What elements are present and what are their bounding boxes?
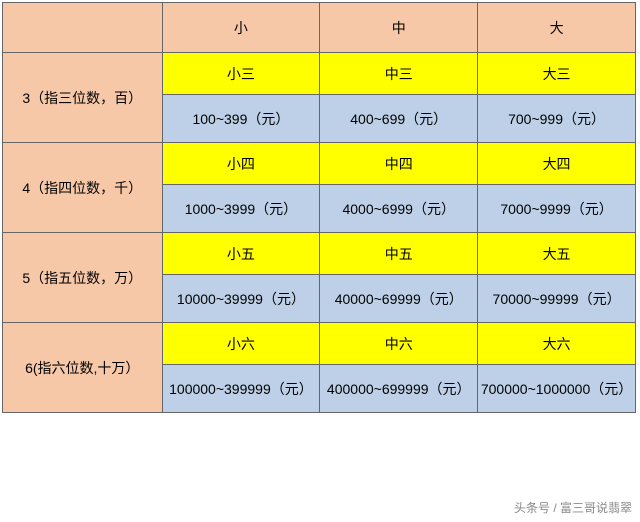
label-cell: 小五 [162, 233, 320, 275]
header-row: 小 中 大 [3, 3, 636, 53]
rowhead-5digit: 5（指五位数，万） [3, 233, 163, 323]
range-cell: 10000~39999（元） [162, 275, 320, 323]
header-col-medium: 中 [320, 3, 478, 53]
range-cell: 4000~6999（元） [320, 185, 478, 233]
label-cell: 中四 [320, 143, 478, 185]
header-col-small: 小 [162, 3, 320, 53]
table-row: 6(指六位数,十万） 小六 中六 大六 [3, 323, 636, 365]
range-cell: 40000~69999（元） [320, 275, 478, 323]
range-cell: 1000~3999（元） [162, 185, 320, 233]
header-blank [3, 3, 163, 53]
range-cell: 700~999（元） [478, 95, 636, 143]
label-cell: 中六 [320, 323, 478, 365]
watermark-text: 头条号 / 富三哥说翡翠 [514, 499, 632, 516]
range-cell: 400~699（元） [320, 95, 478, 143]
range-cell: 100~399（元） [162, 95, 320, 143]
label-cell: 小六 [162, 323, 320, 365]
label-cell: 小四 [162, 143, 320, 185]
rowhead-3digit: 3（指三位数，百） [3, 53, 163, 143]
rowhead-6digit: 6(指六位数,十万） [3, 323, 163, 413]
range-cell: 400000~699999（元） [320, 365, 478, 413]
label-cell: 中五 [320, 233, 478, 275]
label-cell: 大六 [478, 323, 636, 365]
range-cell: 100000~399999（元） [162, 365, 320, 413]
label-cell: 大四 [478, 143, 636, 185]
label-cell: 大三 [478, 53, 636, 95]
label-cell: 小三 [162, 53, 320, 95]
range-cell: 7000~9999（元） [478, 185, 636, 233]
header-col-large: 大 [478, 3, 636, 53]
table-row: 3（指三位数，百） 小三 中三 大三 [3, 53, 636, 95]
table-row: 4（指四位数，千） 小四 中四 大四 [3, 143, 636, 185]
label-cell: 中三 [320, 53, 478, 95]
price-reference-table: 小 中 大 3（指三位数，百） 小三 中三 大三 100~399（元） 400~… [2, 2, 636, 413]
range-cell: 700000~1000000（元） [478, 365, 636, 413]
rowhead-4digit: 4（指四位数，千） [3, 143, 163, 233]
table-row: 5（指五位数，万） 小五 中五 大五 [3, 233, 636, 275]
label-cell: 大五 [478, 233, 636, 275]
range-cell: 70000~99999（元） [478, 275, 636, 323]
